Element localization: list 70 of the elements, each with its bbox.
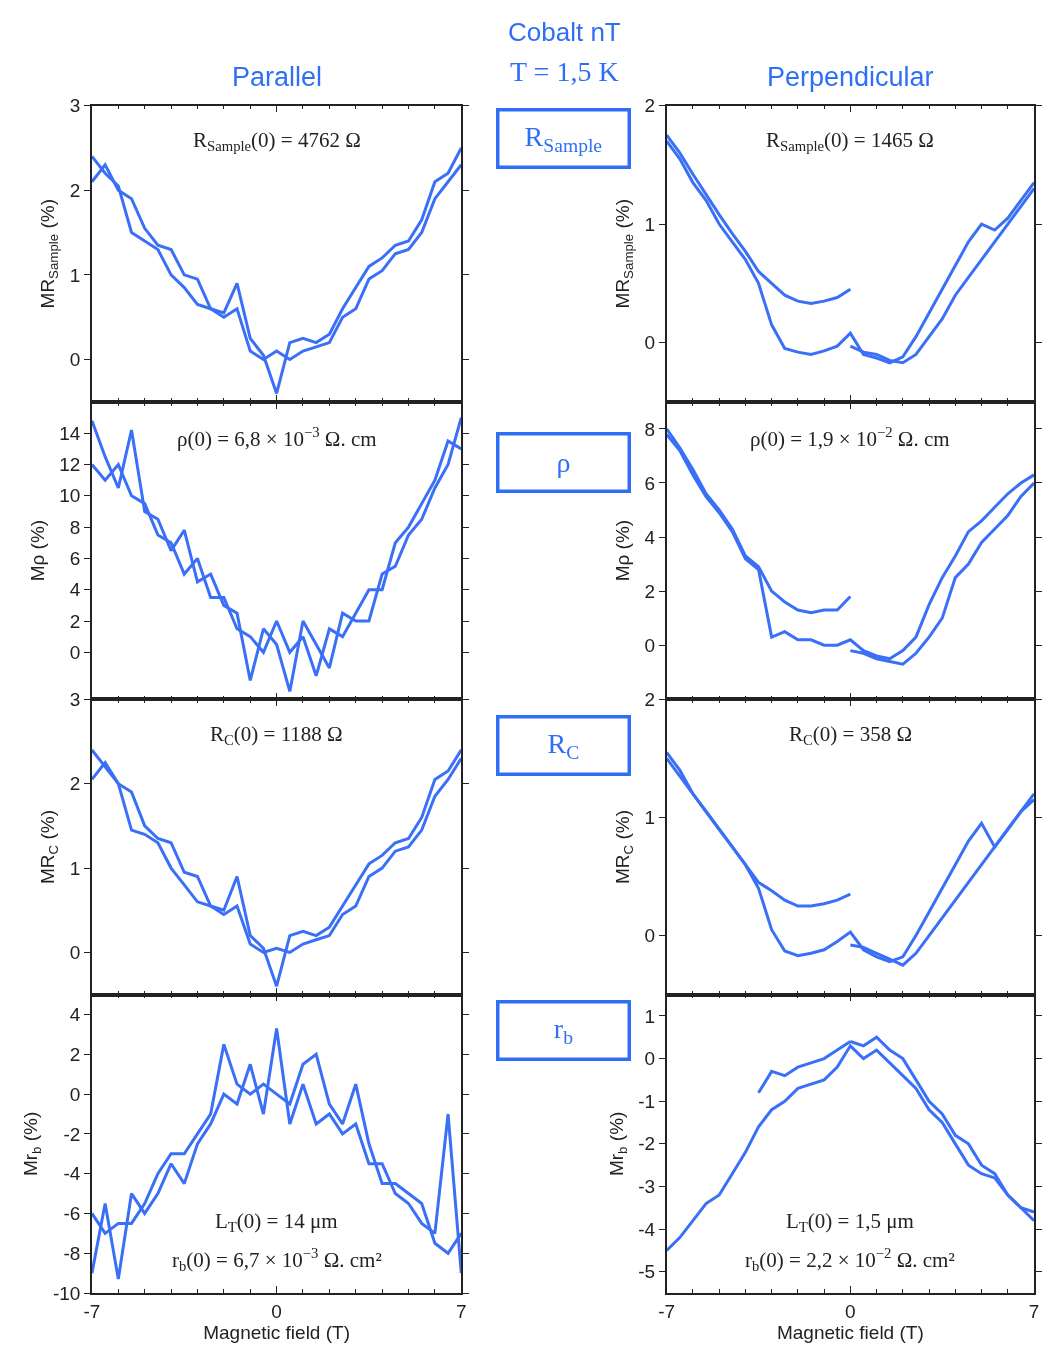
y-tick-label: 1 <box>644 1005 656 1027</box>
y-tick-label: -4 <box>638 1218 656 1240</box>
y-tick-label: 8 <box>644 418 656 440</box>
y-tick-label: 2 <box>69 773 81 795</box>
y-tick-label: -2 <box>638 1133 656 1155</box>
y-tick-label: -8 <box>63 1242 81 1264</box>
text: Cobalt nT <box>508 17 621 47</box>
y-tick-label: 0 <box>644 332 656 354</box>
y-tick-label: 2 <box>69 1043 81 1065</box>
annotation: R$_{C}$(0) = 1188 Ω <box>210 722 343 749</box>
y-axis-title: Mρ (%) <box>26 519 48 582</box>
text: R$_{Sample}$ <box>524 121 603 156</box>
y-tick-label: 0 <box>69 1083 81 1105</box>
y-tick-label: 0 <box>69 641 81 663</box>
annotation: r$_{b}$(0) = 6,7 × 10$^{−3}$ Ω. cm² <box>172 1245 382 1275</box>
annotation: L$_{T}$(0) = 14 μm <box>215 1209 338 1236</box>
y-tick-label: -1 <box>638 1090 656 1112</box>
x-tick-label: 0 <box>271 1300 282 1322</box>
annotation: R$_{C}$(0) = 358 Ω <box>789 722 912 749</box>
y-tick-label: 12 <box>59 454 81 476</box>
x-axis-title: Magnetic field (T) <box>203 1321 350 1343</box>
y-tick-label: 8 <box>69 516 81 538</box>
annotation: ρ(0) = 6,8 × 10$^{−3}$ Ω. cm <box>177 424 377 451</box>
annotation: r$_{b}$(0) = 2,2 × 10$^{−2}$ Ω. cm² <box>745 1245 955 1275</box>
annotation: ρ(0) = 1,9 × 10$^{−2}$ Ω. cm <box>750 424 950 451</box>
y-tick-label: 4 <box>644 526 656 548</box>
x-axis-title: Magnetic field (T) <box>776 1321 924 1343</box>
y-tick-label: 6 <box>69 548 81 570</box>
y-tick-label: 10 <box>59 485 81 507</box>
text: T = 1,5 K <box>510 56 619 87</box>
y-tick-label: -2 <box>63 1123 81 1145</box>
y-tick-label: 2 <box>69 610 81 632</box>
y-tick-label: 0 <box>69 349 81 371</box>
x-tick-label: -7 <box>658 1300 676 1322</box>
y-tick-label: 0 <box>644 1048 656 1070</box>
x-tick-label: 7 <box>1028 1300 1040 1322</box>
y-tick-label: 0 <box>644 925 656 947</box>
y-tick-label: 2 <box>644 688 656 710</box>
y-tick-label: -5 <box>638 1261 656 1283</box>
x-tick-label: 0 <box>845 1300 856 1322</box>
y-tick-label: 14 <box>59 422 81 444</box>
y-tick-label: 3 <box>69 688 81 710</box>
y-tick-label: 1 <box>644 213 656 235</box>
y-tick-label: 1 <box>644 807 656 829</box>
y-tick-label: 2 <box>69 179 81 201</box>
y-tick-label: 2 <box>644 580 656 602</box>
chart-title: Perpendicular <box>767 62 934 92</box>
y-tick-label: 6 <box>644 472 656 494</box>
y-tick-label: -6 <box>63 1203 81 1225</box>
annotation: L$_{T}$(0) = 1,5 μm <box>786 1209 914 1236</box>
y-tick-label: 1 <box>69 857 81 879</box>
annotation: R$_{Sample}$(0) = 4762 Ω <box>193 128 361 155</box>
y-tick-label: 2 <box>644 95 656 117</box>
y-tick-label: 3 <box>69 95 81 117</box>
y-tick-label: -10 <box>52 1282 81 1304</box>
y-tick-label: -4 <box>63 1163 81 1185</box>
y-tick-label: 4 <box>69 579 81 601</box>
y-tick-label: 4 <box>69 1004 81 1026</box>
x-tick-label: -7 <box>83 1300 101 1322</box>
y-tick-label: -3 <box>638 1176 656 1198</box>
x-tick-label: 7 <box>455 1300 467 1322</box>
y-tick-label: 0 <box>69 942 81 964</box>
y-tick-label: 1 <box>69 264 81 286</box>
y-axis-title: Mρ (%) <box>611 519 633 582</box>
chart-title: Parallel <box>232 62 323 92</box>
text: ρ <box>556 447 571 478</box>
annotation: R$_{Sample}$(0) = 1465 Ω <box>766 128 934 155</box>
y-tick-label: 0 <box>644 634 656 656</box>
text: r$_{b}$ <box>553 1013 574 1048</box>
text: R$_{C}$ <box>547 728 580 763</box>
